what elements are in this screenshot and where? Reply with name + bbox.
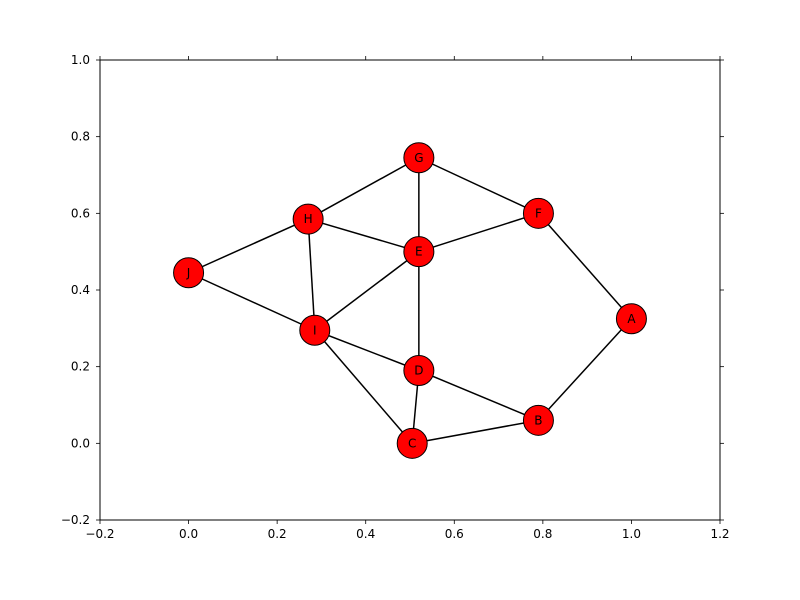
xtick-label: 1.2	[710, 527, 729, 541]
ytick-label: 1.0	[71, 53, 90, 67]
xtick-label: −0.2	[85, 527, 114, 541]
node-label-F: F	[535, 206, 542, 220]
node-label-I: I	[313, 323, 317, 337]
node-label-C: C	[408, 436, 416, 450]
xtick-label: 0.2	[268, 527, 287, 541]
node-label-B: B	[534, 413, 542, 427]
node-label-A: A	[627, 312, 636, 326]
chart-svg: −0.2 0.0 0.2 0.4 0.6 0.8 1.0 1.2 −0.2 0.0 0.2 0.4 0.…	[0, 0, 800, 600]
chart-background	[0, 0, 800, 600]
ytick-label: 0.0	[71, 436, 90, 450]
node-label-J: J	[186, 266, 191, 280]
network-chart: −0.2 0.0 0.2 0.4 0.6 0.8 1.0 1.2 −0.2 0.0 0.2 0.4 0.…	[0, 0, 800, 600]
xtick-label: 1.0	[622, 527, 641, 541]
ytick-label: 0.8	[71, 130, 90, 144]
ytick-label: 0.2	[71, 360, 90, 374]
xtick-label: 0.6	[445, 527, 464, 541]
ytick-label: 0.6	[71, 206, 90, 220]
ytick-label: −0.2	[61, 513, 90, 527]
node-label-D: D	[414, 364, 423, 378]
node-label-H: H	[304, 212, 313, 226]
node-label-E: E	[415, 245, 423, 259]
xtick-label: 0.4	[356, 527, 375, 541]
xtick-label: 0.8	[533, 527, 552, 541]
ytick-label: 0.4	[71, 283, 90, 297]
xtick-label: 0.0	[179, 527, 198, 541]
node-label-G: G	[414, 151, 423, 165]
